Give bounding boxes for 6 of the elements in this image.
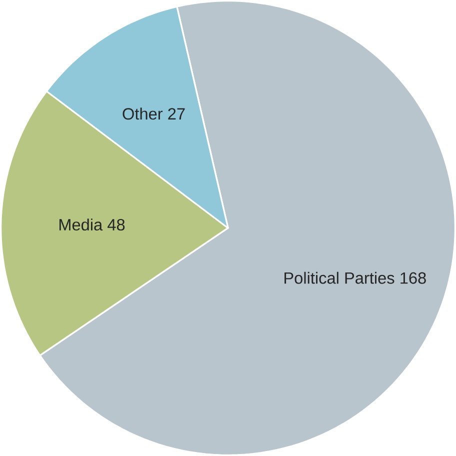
- data-label: 27: [168, 108, 185, 120]
- slice-label: Political Parties: [284, 272, 394, 284]
- data-label: 168: [400, 272, 426, 284]
- data-label: 48: [108, 218, 125, 231]
- slice-label: Media: [59, 218, 103, 231]
- slice-label: Other: [122, 108, 163, 120]
